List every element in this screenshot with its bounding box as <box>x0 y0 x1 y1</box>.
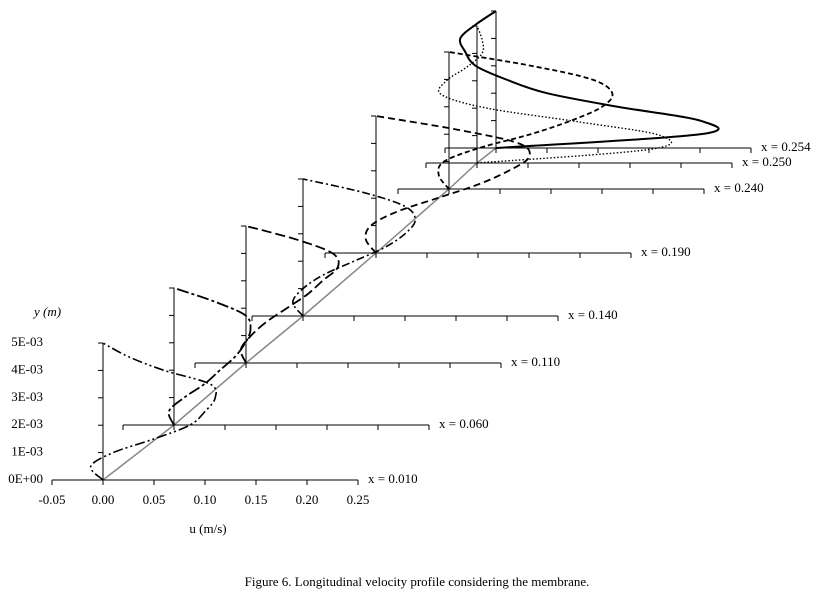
profile-line <box>437 51 614 190</box>
x-tick-label: 0.05 <box>143 492 166 507</box>
y-tick-label: 4E-03 <box>11 361 43 376</box>
x-tick-label: 0.15 <box>245 492 268 507</box>
caption: Figure 6. Longitudinal velocity profile … <box>245 574 590 589</box>
profile-line <box>458 10 720 149</box>
station-label: x = 0.190 <box>641 244 691 259</box>
profile-line <box>239 225 340 364</box>
profile-line <box>167 287 252 426</box>
y-tick-label: 2E-03 <box>11 416 43 431</box>
y-tick-label: 0E+00 <box>8 471 43 486</box>
x-tick-label: 0.10 <box>194 492 217 507</box>
x-tick-label: 0.25 <box>347 492 370 507</box>
station-label: x = 0.140 <box>568 307 618 322</box>
station-label: x = 0.254 <box>761 139 811 154</box>
x-tick-label: 0.00 <box>92 492 115 507</box>
y-tick-label: 5E-03 <box>11 334 43 349</box>
profile-line <box>291 178 417 317</box>
station-label: x = 0.240 <box>714 180 764 195</box>
profile-line <box>364 115 531 254</box>
station-label: x = 0.010 <box>368 471 418 486</box>
x-axis-label: u (m/s) <box>189 521 226 536</box>
station-line <box>102 147 497 481</box>
x-tick-label: 0.20 <box>296 492 319 507</box>
station-label: x = 0.250 <box>742 154 792 169</box>
y-tick-label: 3E-03 <box>11 389 43 404</box>
station-label: x = 0.060 <box>439 416 489 431</box>
profile-line <box>437 25 673 164</box>
profile-line <box>89 342 218 481</box>
station-label: x = 0.110 <box>511 354 560 369</box>
y-axis-label: y (m) <box>32 304 61 319</box>
x-tick-label: -0.05 <box>38 492 65 507</box>
y-tick-label: 1E-03 <box>11 444 43 459</box>
